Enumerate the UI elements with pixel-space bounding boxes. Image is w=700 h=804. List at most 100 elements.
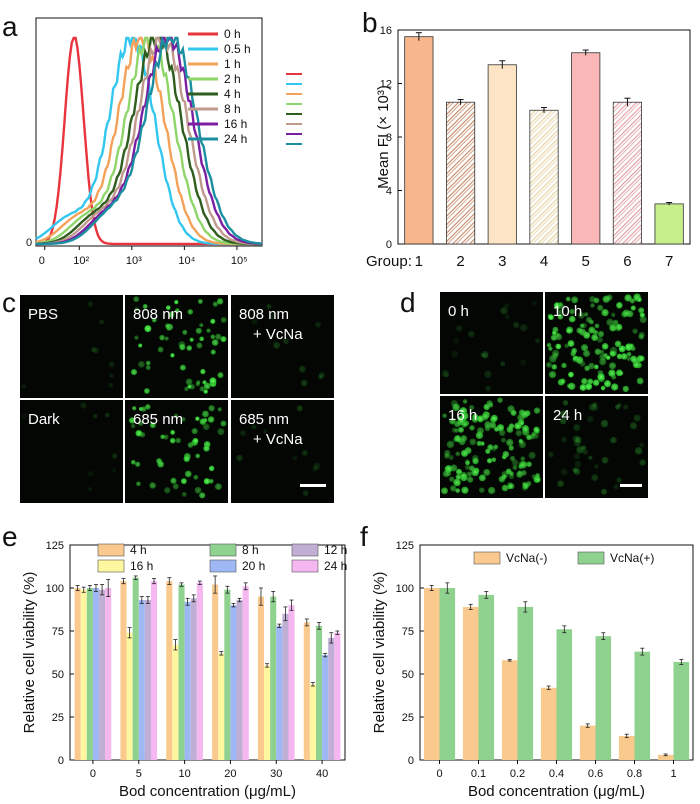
cell-dot	[187, 384, 192, 389]
cell-dot	[458, 426, 464, 433]
cell-dot	[203, 389, 208, 394]
cell-dot	[569, 308, 575, 315]
micrograph-label: 16 h	[448, 407, 477, 424]
cell-dot	[573, 439, 582, 447]
cell-dot	[87, 487, 93, 492]
cell-dot	[217, 407, 222, 412]
cell-dot	[215, 333, 222, 340]
cell-dot	[574, 460, 582, 468]
cell-dot	[480, 352, 485, 358]
bar-12h-20	[236, 600, 243, 760]
y-tick-label: 12	[380, 79, 392, 91]
panel-letter-e: e	[2, 521, 18, 552]
cell-dot	[559, 378, 566, 385]
cell-dot	[603, 352, 608, 358]
cell-dot	[486, 458, 493, 464]
cell-dot	[142, 304, 148, 309]
cell-dot	[520, 470, 527, 476]
bar-group-3	[487, 64, 517, 245]
cell-dot	[609, 362, 617, 370]
cell-dot	[478, 487, 485, 493]
cell-dot	[500, 361, 506, 367]
cell-dot	[581, 378, 588, 385]
bar-20h-10	[184, 601, 191, 760]
cell-dot	[187, 309, 194, 315]
cell-dot	[560, 468, 568, 476]
y-tick-label: 4	[386, 186, 392, 198]
micrograph-tile	[20, 295, 123, 398]
x-tick-label: 1	[415, 253, 423, 270]
cell-dot	[149, 482, 156, 489]
legend-label: 24 h	[324, 559, 347, 573]
cell-dot	[606, 318, 614, 327]
cell-dot	[300, 379, 308, 387]
cell-dot	[603, 380, 612, 388]
cell-dot	[504, 303, 510, 309]
cell-dot	[164, 487, 171, 494]
cell-dot	[469, 425, 475, 431]
cell-dot	[468, 404, 475, 411]
cell-dot	[469, 438, 477, 446]
cell-dot	[616, 353, 623, 360]
x-tick-label: 40	[316, 768, 328, 780]
y-axis-title: Relative cell viability (%)	[371, 572, 388, 734]
legend-label: 20 h	[242, 559, 265, 573]
cell-dot	[134, 307, 139, 312]
micrograph-label: Dark	[28, 411, 60, 428]
micrograph-label: 685 nm	[133, 411, 183, 428]
cell-dot	[472, 413, 479, 420]
cell-dot	[174, 299, 179, 305]
scale-bar	[620, 484, 642, 487]
cell-dot	[185, 378, 193, 386]
cell-dot	[639, 442, 645, 448]
legend-label: 16 h	[224, 117, 247, 131]
legend-label: 0 h	[224, 27, 241, 41]
bar-VcNa-0.6	[595, 636, 612, 760]
cell-dot	[454, 420, 461, 428]
panel-letter-d: d	[400, 287, 416, 318]
y-tick-label: 75	[402, 626, 414, 638]
cell-dot	[187, 442, 194, 448]
cell-dot	[453, 337, 460, 344]
cell-dot	[130, 423, 136, 429]
cell-dot	[504, 314, 510, 320]
y-tick-label: 50	[52, 669, 64, 681]
x-tick-label: 10⁴	[178, 255, 195, 267]
bar-VcNa-0.8	[634, 651, 651, 760]
bar-4h-10	[166, 581, 173, 760]
cell-dot	[217, 372, 224, 379]
micrograph-label-2: + VcNa	[253, 326, 303, 343]
cell-dot	[196, 342, 203, 349]
cell-dot	[593, 297, 600, 304]
cell-dot	[151, 317, 157, 323]
cell-dot	[588, 455, 593, 460]
panel-letter-b: b	[362, 7, 378, 38]
cell-dot	[446, 440, 455, 449]
cell-dot	[500, 307, 508, 315]
x-axis-title: Bod concentration (μg/mL)	[468, 783, 645, 800]
cell-dot	[195, 382, 200, 387]
cell-dot	[582, 449, 589, 455]
cell-dot	[508, 445, 514, 451]
cell-dot	[557, 309, 563, 315]
y-tick-label: 0	[58, 755, 64, 767]
legend-label: VcNa(+)	[610, 551, 654, 565]
cell-dot	[210, 349, 216, 355]
cell-dot	[87, 301, 94, 308]
panel-letter-a: a	[2, 11, 18, 42]
cell-dot	[526, 434, 532, 441]
cell-dot	[192, 437, 199, 444]
cell-dot	[111, 453, 118, 459]
cell-dot	[145, 404, 151, 410]
cell-dot	[551, 330, 557, 336]
cell-dot	[197, 299, 203, 304]
bar-VcNa-1	[673, 661, 690, 760]
micrograph-tile	[231, 295, 334, 398]
cell-dot	[251, 318, 258, 325]
x-tick-label: 0.1	[471, 768, 486, 780]
cell-dot	[111, 468, 117, 473]
x-tick-label: 0.2	[510, 768, 525, 780]
cell-dot	[615, 323, 623, 331]
cell-dot	[601, 343, 609, 350]
